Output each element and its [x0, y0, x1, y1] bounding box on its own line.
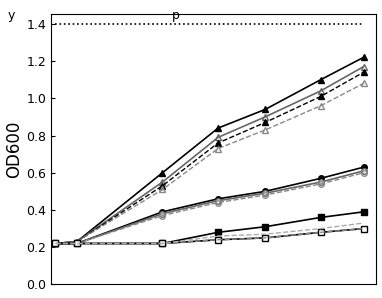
- Y-axis label: OD600: OD600: [6, 121, 24, 178]
- Text: p: p: [172, 9, 180, 22]
- Text: y: y: [8, 9, 15, 22]
